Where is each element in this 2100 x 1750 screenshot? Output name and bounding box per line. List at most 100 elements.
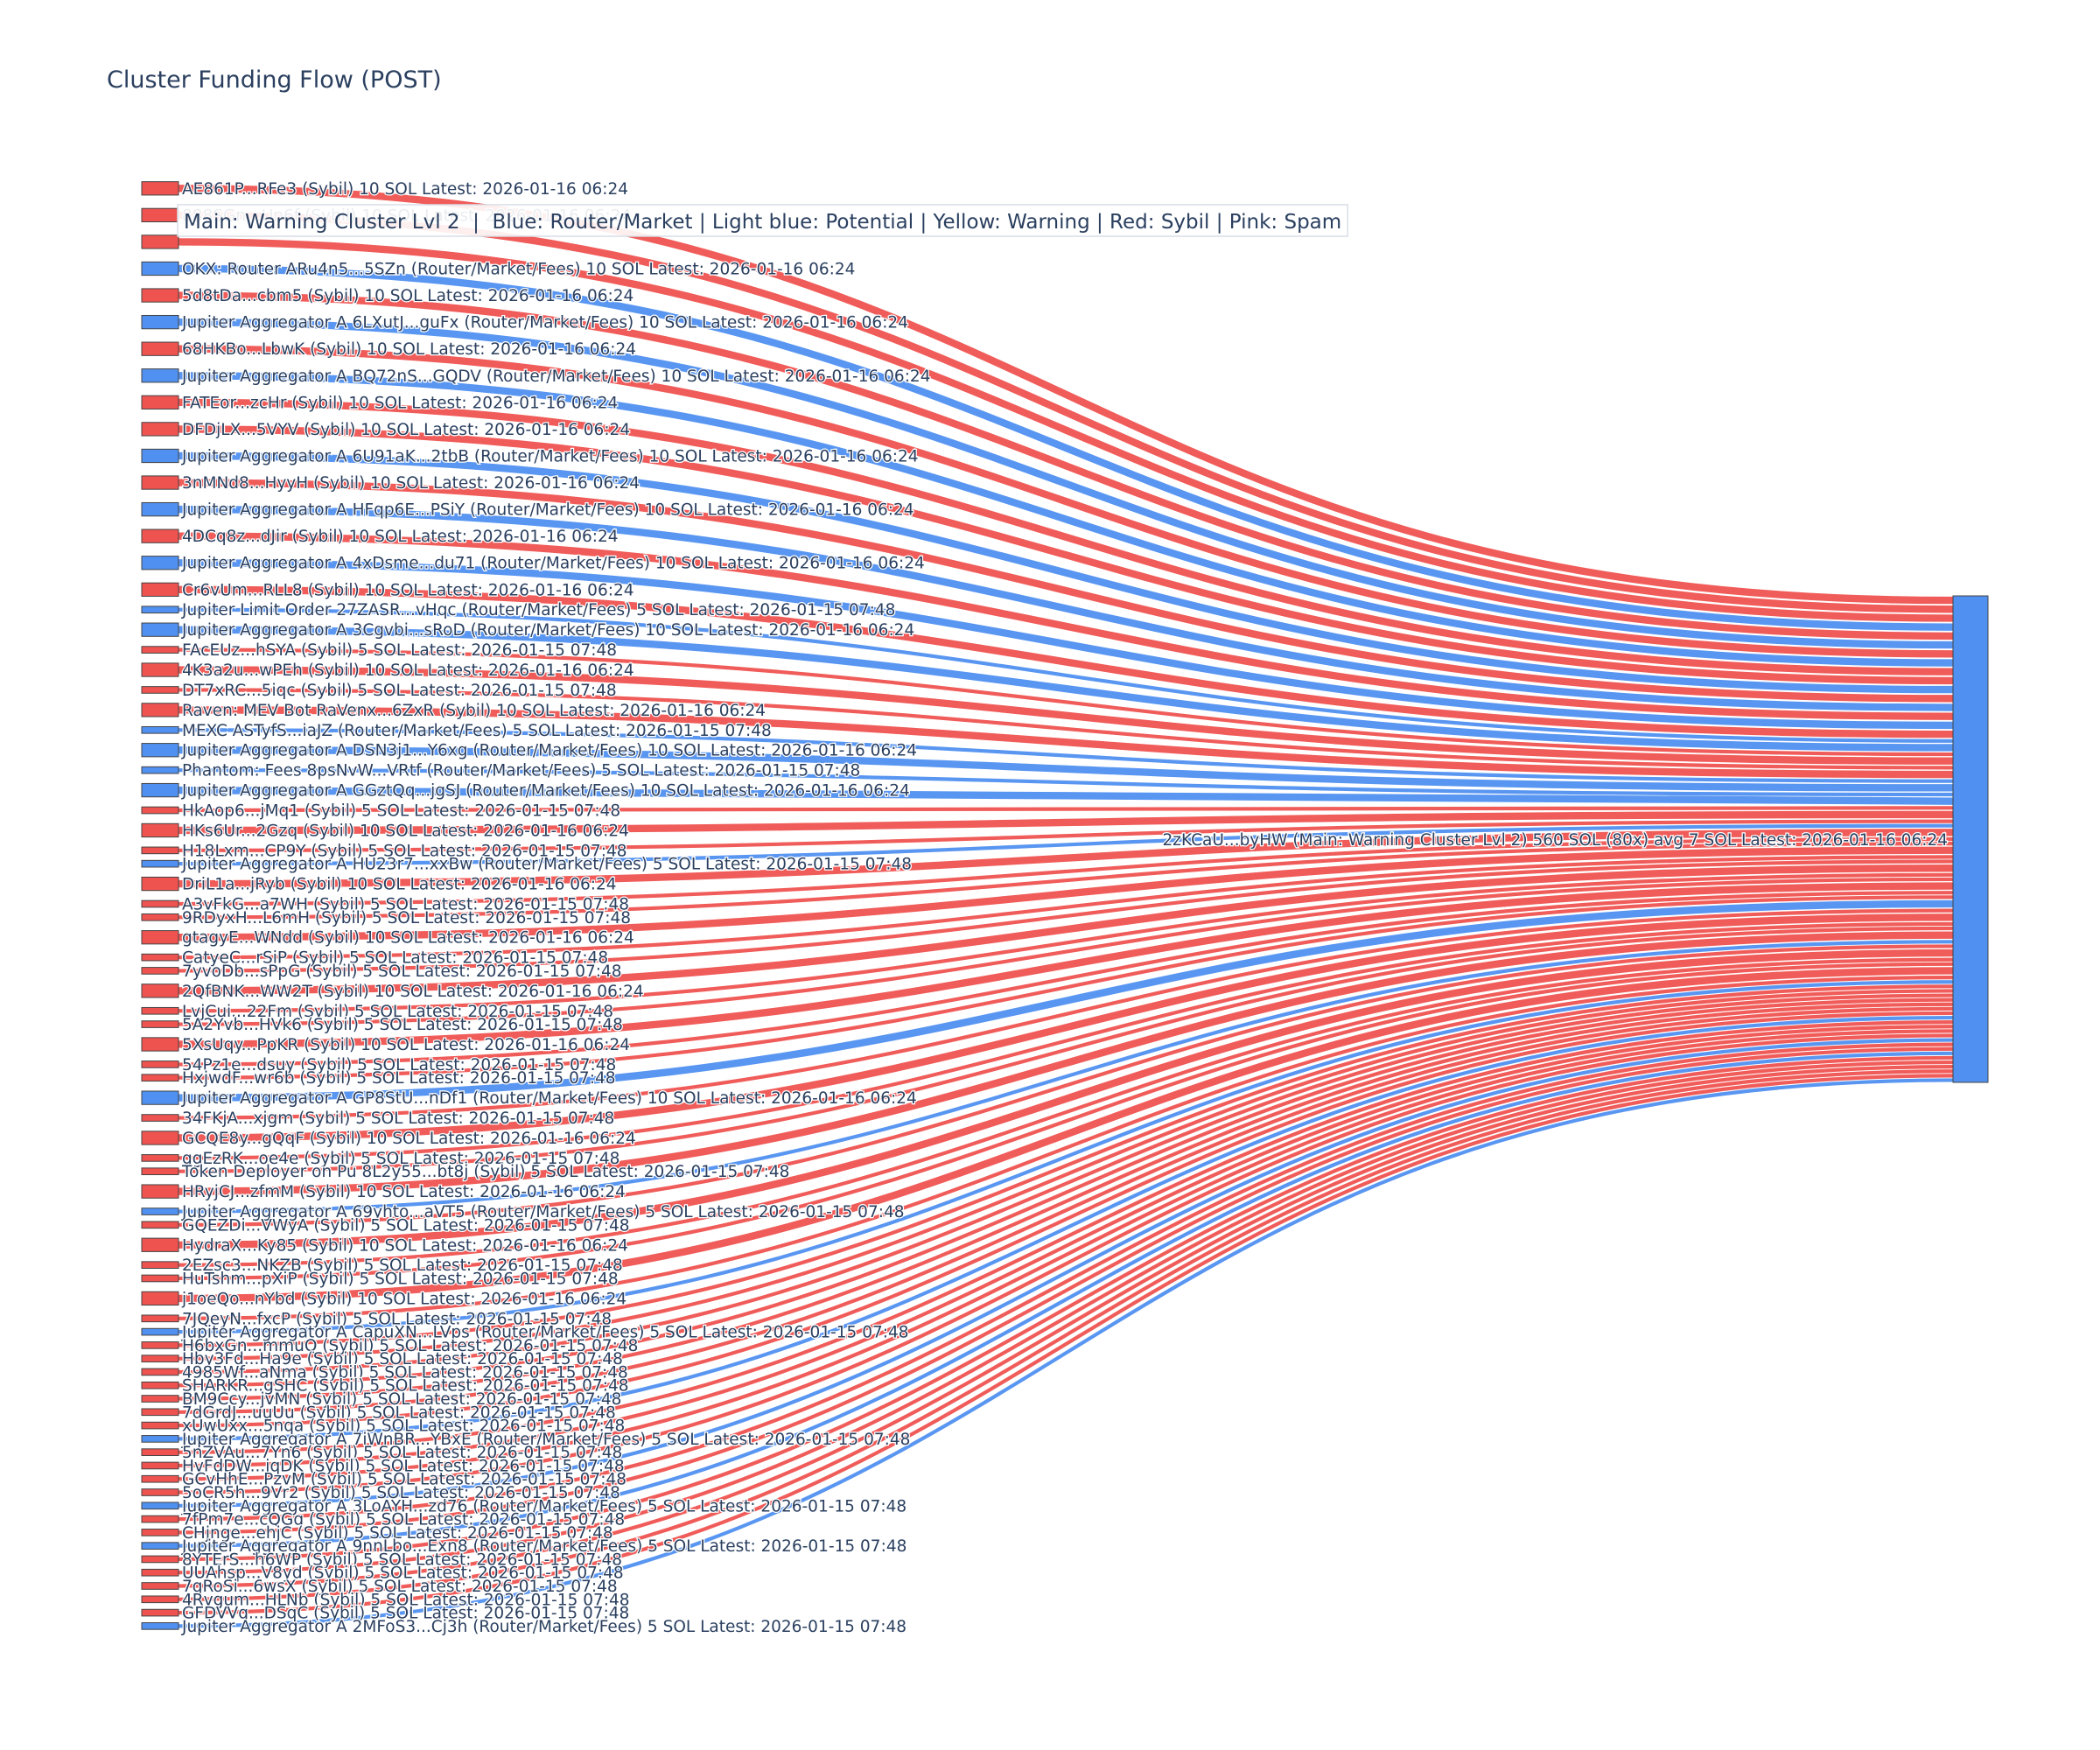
source-node[interactable] [141, 743, 179, 758]
source-node[interactable] [141, 234, 179, 249]
sankey-link[interactable] [178, 989, 1954, 1361]
sankey-link[interactable] [178, 980, 1954, 1334]
sankey-link[interactable] [178, 786, 1954, 805]
source-node[interactable] [141, 1020, 179, 1028]
target-node[interactable] [1952, 595, 1989, 1083]
sankey-link[interactable] [178, 859, 1954, 973]
sankey-link[interactable] [178, 900, 1954, 1102]
sankey-link[interactable] [178, 872, 1954, 1013]
source-node[interactable] [141, 1221, 179, 1229]
sankey-link[interactable] [178, 877, 1954, 1026]
source-node[interactable] [141, 846, 179, 855]
sankey-link[interactable] [178, 993, 1954, 1375]
sankey-link[interactable] [178, 944, 1954, 1227]
sankey-link[interactable] [178, 1002, 1954, 1401]
sankey-link[interactable] [178, 940, 1954, 1214]
source-node[interactable] [141, 1381, 179, 1390]
source-node[interactable] [141, 288, 179, 303]
sankey-link[interactable] [178, 984, 1954, 1348]
sankey-link[interactable] [178, 372, 1954, 667]
sankey-link[interactable] [178, 1060, 1954, 1575]
sankey-link[interactable] [178, 895, 1954, 1080]
sankey-link[interactable] [178, 626, 1954, 752]
source-node[interactable] [141, 876, 179, 892]
sankey-link[interactable] [178, 810, 1954, 835]
source-node[interactable] [141, 984, 179, 998]
sankey-link[interactable] [178, 836, 1954, 906]
sankey-link[interactable] [178, 914, 1954, 1142]
sankey-link[interactable] [178, 962, 1954, 1281]
sankey-link[interactable] [178, 345, 1954, 658]
source-node[interactable] [141, 900, 179, 908]
source-node[interactable] [141, 1114, 179, 1122]
sankey-link[interactable] [178, 559, 1954, 730]
sankey-link[interactable] [178, 648, 1954, 757]
sankey-link[interactable] [178, 882, 1954, 1048]
sankey-link[interactable] [178, 291, 1954, 640]
sankey-link[interactable] [178, 666, 1954, 765]
sankey-link[interactable] [178, 829, 1954, 888]
source-node[interactable] [141, 1595, 179, 1604]
sankey-link[interactable] [178, 967, 1954, 1303]
sankey-link[interactable] [178, 706, 1954, 779]
source-node[interactable] [141, 422, 179, 437]
sankey-link[interactable] [178, 425, 1954, 685]
source-node[interactable] [141, 1408, 179, 1417]
source-node[interactable] [141, 1368, 179, 1376]
source-node[interactable] [141, 1208, 179, 1215]
source-node[interactable] [141, 1261, 179, 1269]
sankey-link[interactable] [178, 585, 1954, 738]
source-node[interactable] [141, 1488, 179, 1496]
source-node[interactable] [141, 1074, 179, 1082]
sankey-link[interactable] [178, 864, 1954, 995]
sankey-link[interactable] [178, 238, 1954, 622]
source-node[interactable] [141, 528, 179, 543]
source-node[interactable] [141, 181, 179, 196]
source-node[interactable] [141, 1555, 179, 1564]
sankey-link[interactable] [178, 211, 1954, 613]
source-node[interactable] [141, 1237, 179, 1252]
source-node[interactable] [141, 1474, 179, 1483]
source-node[interactable] [141, 1421, 179, 1430]
sankey-link[interactable] [178, 819, 1954, 852]
sankey-link[interactable] [178, 1038, 1954, 1508]
sankey-link[interactable] [178, 1006, 1954, 1414]
sankey-link[interactable] [178, 1055, 1954, 1562]
source-node[interactable] [141, 1130, 179, 1145]
sankey-link[interactable] [178, 746, 1954, 792]
source-node[interactable] [141, 930, 179, 945]
source-node[interactable] [141, 1341, 179, 1349]
sankey-link[interactable] [178, 607, 1954, 743]
source-node[interactable] [141, 582, 179, 597]
source-node[interactable] [141, 646, 179, 654]
sankey-link[interactable] [178, 688, 1954, 770]
sankey-link[interactable] [178, 1065, 1954, 1588]
sankey-link[interactable] [178, 1074, 1954, 1615]
source-node[interactable] [141, 448, 179, 464]
source-node[interactable] [141, 1608, 179, 1617]
source-node[interactable] [141, 207, 179, 222]
source-node[interactable] [141, 1395, 179, 1403]
sankey-link[interactable] [178, 479, 1954, 703]
source-node[interactable] [141, 314, 179, 330]
sankey-link[interactable] [178, 398, 1954, 676]
sankey-link[interactable] [178, 532, 1954, 720]
source-node[interactable] [141, 766, 179, 774]
source-node[interactable] [141, 1622, 179, 1630]
source-node[interactable] [141, 622, 179, 637]
source-node[interactable] [141, 662, 179, 677]
sankey-link[interactable] [178, 1029, 1954, 1481]
sankey-link[interactable] [178, 1042, 1954, 1522]
source-node[interactable] [141, 1274, 179, 1283]
source-node[interactable] [141, 1154, 179, 1162]
sankey-link[interactable] [178, 921, 1954, 1160]
sankey-link[interactable] [178, 855, 1954, 960]
sankey-link[interactable] [178, 931, 1954, 1195]
source-node[interactable] [141, 1090, 179, 1105]
source-node[interactable] [141, 475, 179, 490]
source-node[interactable] [141, 1327, 179, 1336]
source-node[interactable] [141, 606, 179, 614]
sankey-link[interactable] [178, 505, 1954, 711]
source-node[interactable] [141, 1006, 179, 1015]
source-node[interactable] [141, 822, 179, 838]
